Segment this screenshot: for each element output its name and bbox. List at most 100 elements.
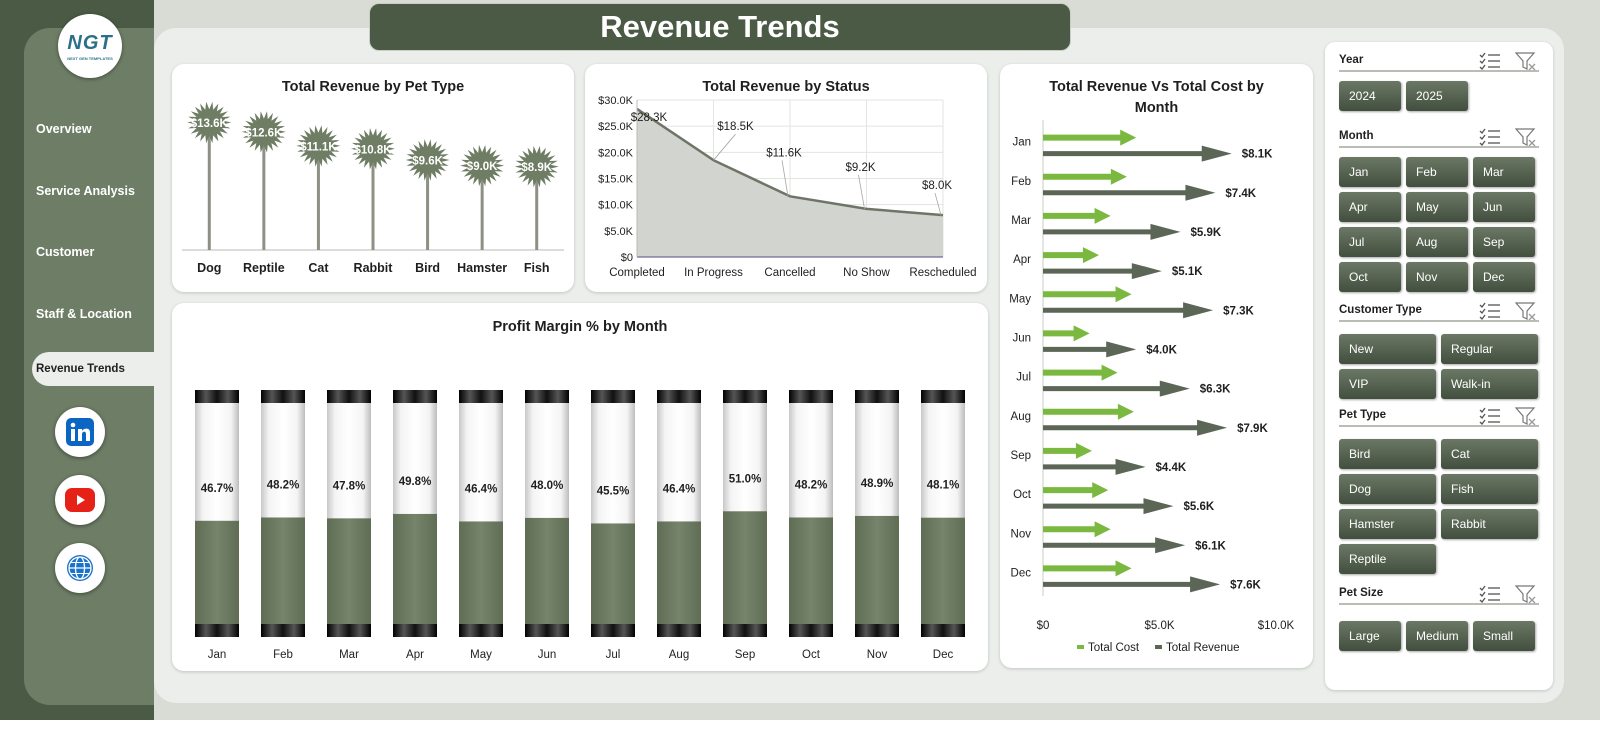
revcost-revenue-bar: [1043, 576, 1221, 593]
slicer-item-dec[interactable]: Dec: [1473, 262, 1535, 292]
linkedin-button[interactable]: [55, 407, 105, 457]
slicer-item-bird[interactable]: Bird: [1339, 439, 1436, 469]
revcost-revenue-bar: [1043, 263, 1162, 280]
margin-tube-cap-top: [327, 390, 371, 403]
slicer-item-hamster[interactable]: Hamster: [1339, 509, 1436, 539]
slicer-item-oct[interactable]: Oct: [1339, 262, 1401, 292]
nav-customer[interactable]: Customer: [36, 245, 95, 259]
status-x-tick: No Show: [843, 267, 890, 279]
margin-x-tick: Mar: [339, 649, 359, 661]
margin-tube-cap-top: [459, 390, 503, 403]
multi-select-icon[interactable]: [1479, 302, 1501, 325]
revcost-cost-bar: [1043, 207, 1111, 224]
revcost-revenue-bar: [1043, 458, 1146, 475]
multi-select-icon[interactable]: [1479, 128, 1501, 151]
multi-select-icon[interactable]: [1479, 52, 1501, 75]
revcost-cost-bar: [1043, 247, 1099, 264]
margin-bar: [327, 518, 371, 624]
slicer-item-jul[interactable]: Jul: [1339, 227, 1401, 257]
nav-staff-location[interactable]: Staff & Location: [36, 307, 132, 321]
clear-filter-icon[interactable]: [1514, 128, 1537, 153]
slicer-item-large[interactable]: Large: [1339, 621, 1401, 651]
slicer-item-regular[interactable]: Regular: [1441, 334, 1538, 364]
revcost-cost-bar: [1043, 403, 1134, 420]
slicer-item-jun[interactable]: Jun: [1473, 192, 1535, 222]
margin-data-label: 48.0%: [531, 480, 564, 492]
slicer-title: Pet Type: [1339, 409, 1387, 421]
slicer-item-aug[interactable]: Aug: [1406, 227, 1468, 257]
margin-bar: [855, 515, 899, 624]
slicer-item-small[interactable]: Small: [1473, 621, 1535, 651]
status-leader-line: [858, 174, 865, 209]
margin-bar: [261, 517, 305, 624]
status-data-label: $9.2K: [845, 162, 875, 174]
slicer-item-fish[interactable]: Fish: [1441, 474, 1538, 504]
slicer-item-reptile[interactable]: Reptile: [1339, 544, 1436, 574]
nav-overview[interactable]: Overview: [36, 122, 92, 136]
revcost-revenue-bar: [1043, 302, 1214, 319]
page-title-bar: Revenue Trends: [369, 3, 1071, 51]
slicer-item-mar[interactable]: Mar: [1473, 157, 1535, 187]
margin-x-tick: Jul: [606, 649, 621, 661]
margin-bar: [723, 511, 767, 624]
status-chart-title: Total Revenue by Status: [702, 79, 870, 95]
margin-data-label: 46.4%: [465, 483, 498, 495]
revcost-data-label: $7.3K: [1223, 305, 1254, 317]
revenue-cost-chart-title: Total Revenue Vs Total Cost by Month: [1049, 79, 1264, 116]
clear-filter-icon[interactable]: [1514, 52, 1537, 77]
clear-filter-icon[interactable]: [1514, 407, 1537, 432]
revcost-y-tick: Mar: [1011, 215, 1031, 227]
margin-bar: [789, 517, 833, 624]
margin-data-label: 47.8%: [333, 480, 366, 492]
revcost-x-tick: $0: [1037, 620, 1050, 632]
slicer-item-cat[interactable]: Cat: [1441, 439, 1538, 469]
revcost-cost-bar: [1043, 560, 1132, 577]
slicer-item-sep[interactable]: Sep: [1473, 227, 1535, 257]
clear-filter-icon[interactable]: [1514, 302, 1537, 327]
slicer-header-pet-size: Pet Size: [1339, 585, 1539, 605]
revcost-revenue-bar: [1043, 380, 1190, 397]
margin-tube-cap-bottom: [261, 624, 305, 637]
status-data-label: $8.0K: [922, 180, 952, 192]
multi-select-icon[interactable]: [1479, 407, 1501, 430]
website-button[interactable]: [55, 543, 105, 593]
margin-tube-cap-top: [261, 390, 305, 403]
legend-cost-label: Total Cost: [1088, 642, 1140, 654]
status-y-tick: $30.0K: [598, 95, 634, 107]
margin-data-label: 51.0%: [729, 473, 762, 485]
pet-data-label: $9.6K: [412, 156, 443, 168]
revcost-cost-bar: [1043, 325, 1090, 342]
logo: NGT NEXT GEN TEMPLATES: [58, 14, 122, 78]
slicer-item-apr[interactable]: Apr: [1339, 192, 1401, 222]
slicer-item-dog[interactable]: Dog: [1339, 474, 1436, 504]
globe-icon: [67, 555, 93, 581]
slicer-item-feb[interactable]: Feb: [1406, 157, 1468, 187]
margin-tube-cap-bottom: [591, 624, 635, 637]
margin-bar: [525, 517, 569, 624]
youtube-button[interactable]: [55, 475, 105, 525]
slicer-item-new[interactable]: New: [1339, 334, 1436, 364]
nav-revenue-trends[interactable]: Revenue Trends: [32, 352, 154, 386]
slicer-item-vip[interactable]: VIP: [1339, 369, 1436, 399]
revcost-data-label: $5.1K: [1172, 266, 1203, 278]
slicer-item-2025[interactable]: 2025: [1406, 81, 1468, 111]
slicer-item-nov[interactable]: Nov: [1406, 262, 1468, 292]
margin-data-label: 48.1%: [927, 480, 960, 492]
multi-select-icon[interactable]: [1479, 585, 1501, 608]
margin-data-label: 45.5%: [597, 485, 630, 497]
pet-bar-marker: [405, 139, 450, 181]
slicer-item-jan[interactable]: Jan: [1339, 157, 1401, 187]
revcost-cost-bar: [1043, 442, 1092, 459]
margin-data-label: 49.8%: [399, 476, 432, 488]
nav-service-analysis[interactable]: Service Analysis: [36, 184, 135, 198]
slicer-item-2024[interactable]: 2024: [1339, 81, 1401, 111]
legend-revenue-label: Total Revenue: [1166, 642, 1240, 654]
margin-data-label: 48.2%: [795, 479, 828, 491]
slicer-item-medium[interactable]: Medium: [1406, 621, 1468, 651]
slicer-panel: [1325, 42, 1553, 690]
revcost-revenue-bar: [1043, 537, 1186, 554]
slicer-item-rabbit[interactable]: Rabbit: [1441, 509, 1538, 539]
clear-filter-icon[interactable]: [1514, 585, 1537, 610]
slicer-item-walk-in[interactable]: Walk-in: [1441, 369, 1538, 399]
slicer-item-may[interactable]: May: [1406, 192, 1468, 222]
